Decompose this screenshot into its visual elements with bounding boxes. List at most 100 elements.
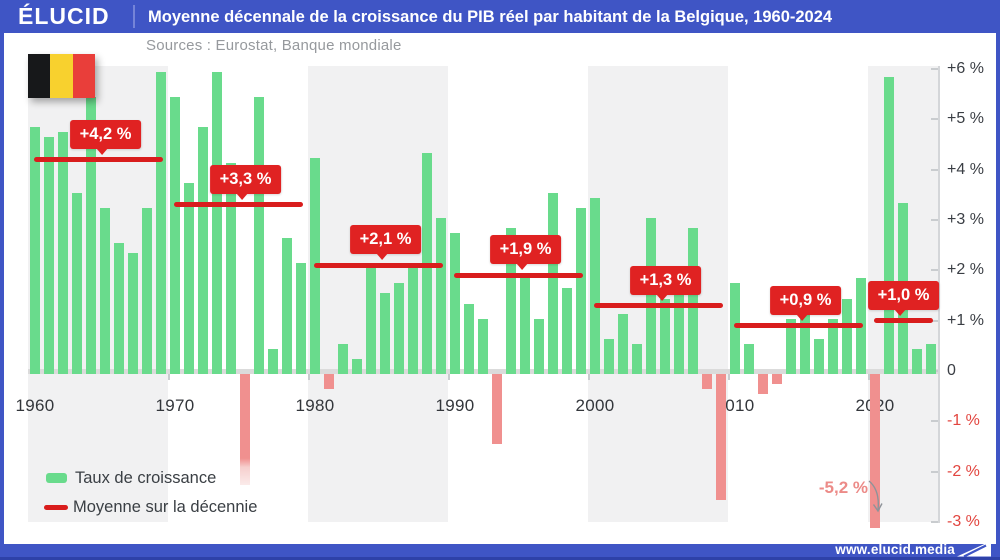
bar-1974 — [226, 162, 236, 374]
avg-line-1960s — [34, 157, 163, 163]
x-tick-label: 1960 — [15, 396, 55, 415]
bar-2007 — [688, 228, 698, 374]
avg-line-2020s — [874, 318, 933, 324]
x-boundary-tick — [868, 374, 870, 380]
x-tick-label: 1990 — [435, 396, 475, 415]
y-tick — [931, 420, 938, 423]
bar-1997 — [548, 192, 558, 374]
bar-1987 — [408, 263, 418, 374]
avg-badge-2020s: +1,0 % — [867, 280, 940, 316]
bar-1992 — [478, 318, 488, 374]
website-url: www.elucid.media — [835, 542, 955, 557]
bar-2005 — [660, 298, 670, 374]
bar-1973 — [212, 72, 222, 374]
bar-1989 — [436, 217, 446, 374]
y-tick — [931, 219, 938, 221]
bar-1962 — [58, 132, 68, 374]
bar-1969 — [156, 72, 166, 374]
bar-1984 — [366, 263, 376, 374]
bar-2024 — [926, 343, 936, 374]
bar-1966 — [114, 243, 124, 374]
bar-1976 — [254, 97, 264, 374]
bar-2006 — [674, 283, 684, 374]
legend: Taux de croissance Moyenne sur la décenn… — [44, 466, 258, 524]
bar-1961 — [44, 137, 54, 374]
bar-2011 — [744, 343, 754, 374]
bar-2014 — [786, 318, 796, 374]
avg-line-2010s — [734, 323, 863, 329]
bar-1971 — [184, 182, 194, 374]
avg-line-1980s — [314, 262, 443, 268]
y-tick-label: +1 % — [947, 311, 984, 329]
legend-item-growth: Taux de croissance — [46, 466, 257, 490]
bar-2009 — [716, 374, 726, 500]
bar-1972 — [198, 127, 208, 374]
y-tick-label: -3 % — [947, 512, 980, 530]
belgium-flag-icon — [28, 54, 95, 98]
legend-label: Taux de croissance — [75, 468, 217, 487]
bar-2015 — [800, 303, 810, 374]
bar-1982 — [338, 343, 348, 374]
avg-line-2000s — [594, 303, 723, 309]
elucid-logo: ÉLUCID — [18, 3, 110, 29]
badge-pointer — [516, 263, 529, 271]
badge-pointer — [376, 253, 389, 261]
legend-line-swatch — [44, 504, 68, 510]
y-tick-label: -1 % — [947, 412, 980, 430]
bar-1965 — [100, 207, 110, 374]
bar-2021 — [884, 77, 894, 374]
bar-2017 — [828, 318, 838, 374]
header-bar: ÉLUCID Moyenne décennale de la croissanc… — [0, 0, 1000, 33]
bar-1991 — [464, 303, 474, 374]
bar-1964 — [86, 97, 96, 374]
legend-label: Moyenne sur la décennie — [73, 497, 258, 516]
badge-pointer — [796, 313, 809, 321]
y-tick — [931, 168, 938, 171]
bar-1999 — [576, 207, 586, 374]
bar-1963 — [72, 192, 82, 374]
y-tick — [931, 269, 938, 272]
x-boundary-tick — [588, 374, 590, 380]
y-tick-label: +3 % — [947, 211, 984, 228]
annotation-arrow-icon — [866, 479, 886, 522]
x-tick-label: 2010 — [715, 396, 755, 415]
y-tick — [931, 118, 938, 121]
bar-2010 — [730, 283, 740, 374]
bar-1977 — [268, 348, 278, 374]
bar-1978 — [282, 238, 292, 374]
bar-1975 — [240, 374, 250, 485]
flag-stripe-yellow — [50, 54, 73, 98]
bar-1993 — [492, 374, 502, 445]
legend-item-average: Moyenne sur la décennie — [44, 495, 258, 519]
x-boundary-tick — [448, 374, 450, 380]
bar-1995 — [520, 273, 530, 374]
avg-badge-1980s: +2,1 % — [349, 225, 422, 261]
bar-2016 — [814, 338, 824, 374]
footer-edge — [0, 557, 1000, 560]
avg-line-1970s — [174, 202, 303, 208]
x-boundary-tick — [728, 374, 730, 380]
y-tick — [931, 68, 938, 71]
bar-1960 — [30, 127, 40, 374]
bar-2013 — [772, 374, 782, 385]
y-tick-label: -2 % — [947, 462, 980, 480]
bar-2012 — [758, 374, 768, 395]
x-tick-label: 2000 — [575, 396, 615, 415]
x-boundary-tick — [308, 374, 310, 380]
elucid-flag-icon — [957, 541, 991, 557]
flag-stripe-black — [28, 54, 51, 98]
badge-pointer — [96, 147, 109, 155]
badge-pointer — [236, 192, 249, 200]
bar-1994 — [506, 228, 516, 374]
bar-2004 — [646, 217, 656, 374]
bar-1986 — [394, 283, 404, 374]
bar-1996 — [534, 318, 544, 374]
sources-caption: Sources : Eurostat, Banque mondiale — [146, 37, 402, 54]
avg-line-1990s — [454, 272, 583, 278]
avg-badge-2010s: +0,9 % — [769, 285, 842, 321]
avg-badge-1990s: +1,9 % — [489, 235, 562, 271]
y-tick-label: +2 % — [947, 261, 984, 279]
bar-1985 — [380, 293, 390, 374]
